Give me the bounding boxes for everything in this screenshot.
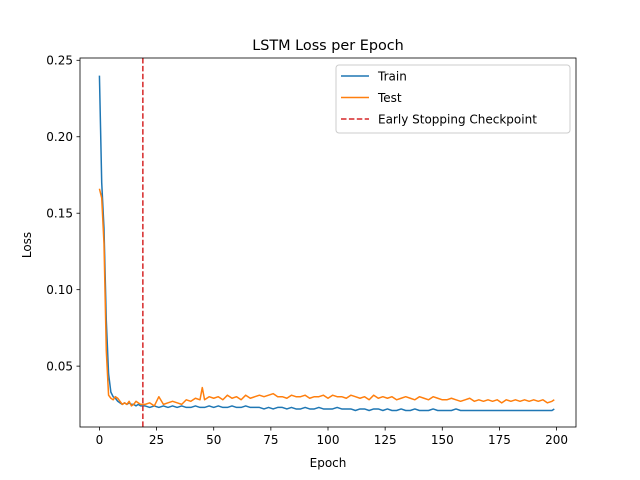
x-tick-label: 175 <box>488 433 511 447</box>
x-tick-label: 200 <box>545 433 568 447</box>
y-tick-label: 0.10 <box>46 283 73 297</box>
x-tick-label: 25 <box>149 433 164 447</box>
y-axis-label: Loss <box>20 232 34 258</box>
legend-label: Test <box>377 91 402 105</box>
y-tick-label: 0.25 <box>46 53 73 67</box>
legend-label: Early Stopping Checkpoint <box>378 112 537 126</box>
x-tick-label: 50 <box>206 433 221 447</box>
x-tick-label: 125 <box>374 433 397 447</box>
x-tick-label: 100 <box>317 433 340 447</box>
x-tick-label: 150 <box>431 433 454 447</box>
y-tick-label: 0.05 <box>46 359 73 373</box>
legend: Train Test Early Stopping Checkpoint <box>336 65 570 133</box>
x-axis-label: Epoch <box>310 456 347 470</box>
y-tick-label: 0.20 <box>46 130 73 144</box>
y-tick-label: 0.15 <box>46 206 73 220</box>
x-tick-label: 75 <box>263 433 278 447</box>
chart-title: LSTM Loss per Epoch <box>252 38 404 54</box>
x-tick-label: 0 <box>96 433 104 447</box>
legend-label: Train <box>377 69 407 83</box>
